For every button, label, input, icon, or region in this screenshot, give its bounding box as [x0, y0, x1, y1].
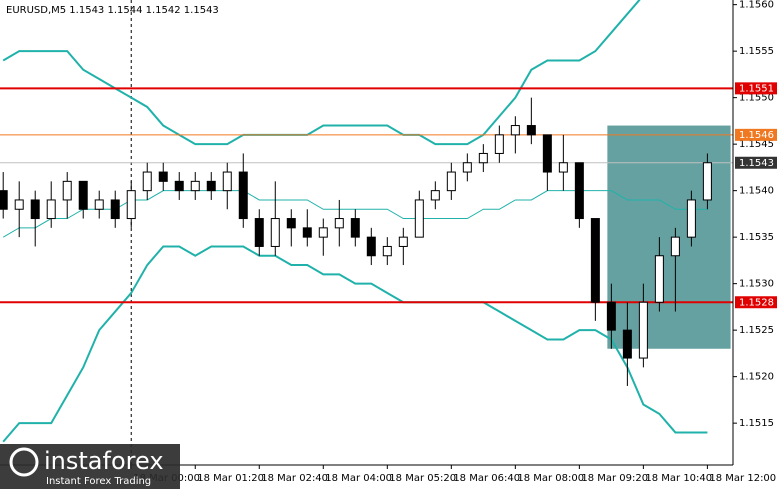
- logo: instaforex Instant Forex Trading: [0, 444, 180, 489]
- candle-body: [0, 190, 8, 210]
- candle-body: [254, 218, 264, 247]
- candle-body: [302, 227, 312, 238]
- candle-body: [382, 245, 392, 257]
- price-label: 1.1551: [739, 83, 774, 94]
- y-tick-label: 1.1540: [739, 186, 774, 197]
- candle-body: [222, 171, 232, 192]
- logo-tagline: Instant Forex Trading: [46, 476, 151, 487]
- candle-body: [270, 218, 280, 247]
- candle-body: [686, 199, 696, 238]
- candle-body: [142, 171, 152, 192]
- candle-body: [350, 218, 360, 238]
- candle-body: [542, 134, 552, 173]
- candle-body: [670, 236, 680, 257]
- candle-body: [510, 125, 520, 136]
- candle-body: [30, 199, 40, 220]
- candle-body: [174, 180, 184, 192]
- candle-body: [622, 329, 632, 359]
- x-tick-label: 18 Mar 05:20: [389, 473, 456, 484]
- x-tick-label: 18 Mar 09:20: [581, 473, 648, 484]
- y-tick-label: 1.1525: [739, 325, 774, 336]
- candle-body: [366, 236, 376, 257]
- price-label-box: [735, 296, 777, 309]
- candle-body: [286, 218, 296, 229]
- candle-body: [414, 199, 424, 238]
- y-tick-label: 1.1555: [739, 46, 774, 57]
- candle-body: [590, 218, 600, 303]
- x-tick-label: 18 Mar 08:00: [517, 473, 584, 484]
- highlight-box: [607, 125, 731, 349]
- candle-body: [126, 190, 136, 220]
- bollinger-band: [2, 0, 641, 146]
- x-tick-label: 18 Mar 01:20: [197, 473, 264, 484]
- price-label-box: [735, 128, 777, 141]
- candle-body: [158, 171, 168, 182]
- candle-body: [110, 199, 120, 220]
- candle-body: [574, 162, 584, 220]
- y-tick-label: 1.1530: [739, 279, 774, 290]
- price-label-box: [735, 156, 777, 169]
- price-label: 1.1543: [739, 158, 774, 169]
- price-label: 1.1546: [739, 130, 774, 141]
- y-tick-label: 1.1520: [739, 372, 774, 383]
- x-tick-label: 18 Mar 02:40: [261, 473, 328, 484]
- y-tick-label: 1.1535: [739, 232, 774, 243]
- candle-body: [494, 134, 504, 154]
- candle-body: [606, 301, 616, 331]
- candle-body: [478, 152, 488, 164]
- candle-body: [558, 162, 568, 173]
- candle-body: [702, 162, 712, 201]
- chart-title: EURUSD,M5 1.1543 1.1544 1.1542 1.1543: [6, 5, 219, 16]
- x-tick-label: 18 Mar 10:40: [645, 473, 712, 484]
- x-tick-label: 18 Mar 12:00: [709, 473, 776, 484]
- y-tick-label: 1.1550: [739, 93, 774, 104]
- logo-name: instaforex: [44, 447, 164, 475]
- candle-body: [638, 301, 648, 359]
- logo-icon: [9, 447, 39, 477]
- candle-body: [654, 255, 664, 303]
- candle-body: [430, 190, 440, 201]
- x-tick-label: 18 Mar 06:40: [453, 473, 520, 484]
- plot-area: [0, 0, 733, 465]
- candle-body: [14, 199, 24, 210]
- candle-body: [446, 171, 456, 192]
- x-tick-label: 18 Mar 04:00: [325, 473, 392, 484]
- price-label: 1.1528: [739, 297, 774, 308]
- candle-body: [238, 171, 248, 220]
- y-tick-label: 1.1545: [739, 139, 774, 150]
- bollinger-band: [2, 245, 708, 443]
- y-tick-label: 1.1560: [739, 0, 774, 11]
- candle-body: [334, 218, 344, 229]
- candle-body: [526, 125, 536, 136]
- candle-body: [190, 180, 200, 192]
- candle-body: [206, 180, 216, 192]
- candle-body: [318, 227, 328, 238]
- candle-body: [62, 180, 72, 201]
- y-tick-label: 1.1515: [739, 418, 774, 429]
- price-label-box: [735, 82, 777, 95]
- candle-body: [398, 236, 408, 247]
- candle-body: [78, 180, 88, 210]
- candle-body: [462, 162, 472, 173]
- candle-body: [46, 199, 56, 220]
- candle-body: [94, 199, 104, 210]
